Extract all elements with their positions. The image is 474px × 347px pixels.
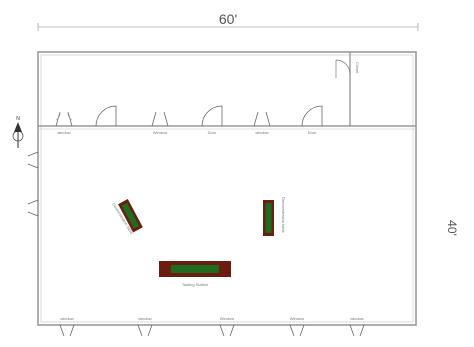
door-swing-1	[95, 105, 117, 127]
compass-icon: N	[12, 116, 24, 148]
center-table	[159, 261, 231, 277]
compass-label: N	[16, 116, 20, 122]
bottom-window-3-label: Window	[220, 316, 234, 321]
right-demo-table	[263, 200, 274, 236]
left-windows	[27, 151, 39, 217]
building-walls	[37, 51, 417, 326]
top-door-2-label: Window	[153, 130, 167, 135]
door-swing-3	[301, 105, 323, 127]
closet-label: Closet	[355, 62, 360, 74]
bottom-window-5: window	[349, 316, 365, 337]
depth-label: 40'	[445, 220, 459, 236]
top-door-1-label: window	[57, 130, 70, 135]
width-label: 60'	[219, 11, 237, 27]
bottom-window-5-label: window	[350, 316, 363, 321]
bottom-window-row: window window Window Window window	[59, 316, 365, 337]
top-door-row: window Window Door window Door	[55, 105, 323, 135]
door-swing-2	[201, 105, 223, 127]
top-door-3-label: Door	[208, 130, 217, 135]
width-dimension: 60'	[37, 11, 419, 31]
bottom-window-2: window	[137, 316, 153, 337]
top-door-2: Window	[151, 111, 169, 135]
bottom-window-4: Window	[289, 316, 305, 337]
bottom-window-1-label: window	[60, 316, 73, 321]
bottom-window-1: window	[59, 316, 75, 337]
right-demo-table-label: Demonstration table	[281, 197, 286, 234]
top-door-1: window	[55, 111, 73, 135]
closet: Closet	[335, 59, 360, 78]
top-door-5-label: Door	[308, 130, 317, 135]
top-door-4-label: window	[255, 130, 268, 135]
center-table-label: Tasting Station	[182, 282, 208, 287]
bottom-window-4-label: Window	[290, 316, 304, 321]
bottom-window-2-label: window	[138, 316, 151, 321]
depth-dimension: 40'	[445, 220, 459, 236]
left-demo-table	[118, 199, 143, 233]
top-door-4: window	[253, 111, 271, 135]
bottom-window-3: Window	[219, 316, 235, 337]
